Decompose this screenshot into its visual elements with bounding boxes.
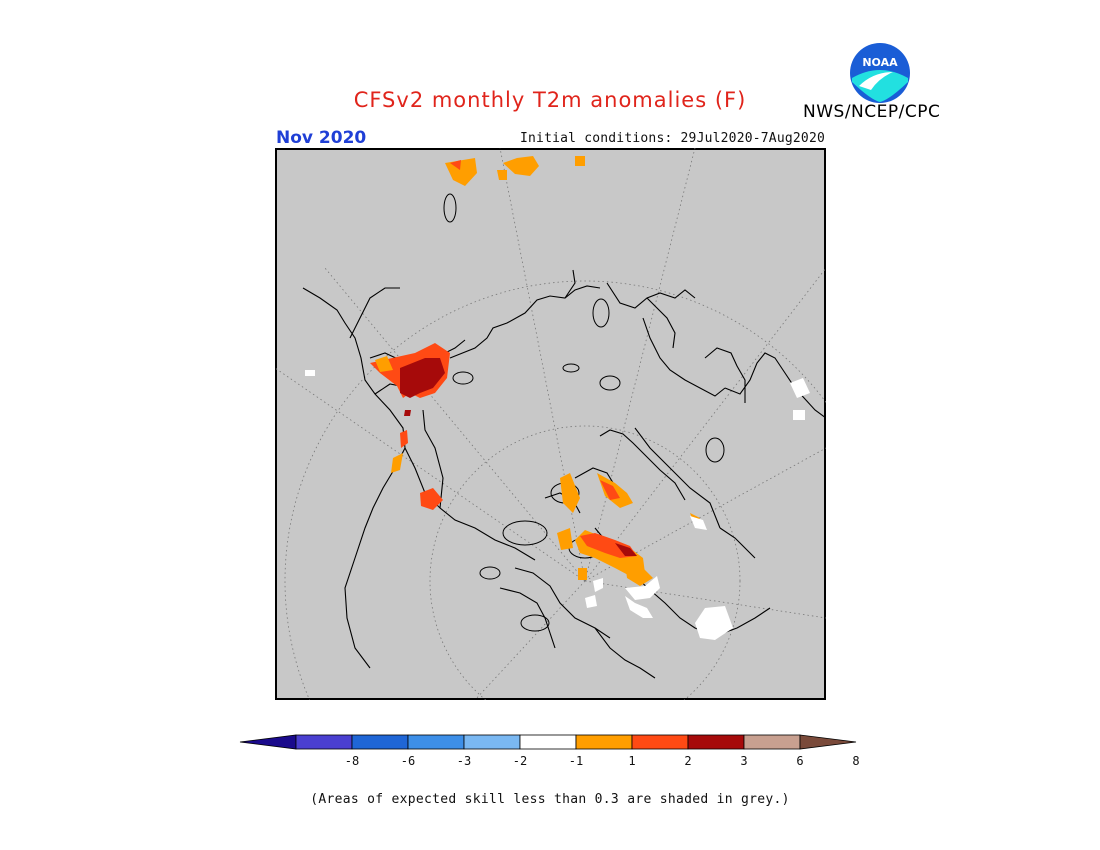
agency-label: NWS/NCEP/CPC — [803, 102, 941, 122]
legend-tick-label: 8 — [852, 754, 859, 768]
forecast-month: Nov 2020 — [276, 128, 367, 148]
legend-swatch — [407, 734, 465, 750]
skill-footnote: (Areas of expected skill less than 0.3 a… — [310, 792, 790, 807]
legend-swatch — [519, 734, 577, 750]
legend-swatch — [799, 734, 857, 750]
logo-text: NOAA — [862, 56, 898, 69]
legend-swatch — [351, 734, 409, 750]
legend-swatch — [631, 734, 689, 750]
anomaly-shading — [370, 156, 700, 586]
legend-tick-label: 1 — [628, 754, 635, 768]
legend-tick-label: -8 — [345, 754, 359, 768]
legend-swatch — [239, 734, 297, 750]
noaa-logo-icon: NOAA — [850, 43, 910, 103]
legend-swatch — [463, 734, 521, 750]
legend-swatch — [687, 734, 745, 750]
islands — [443, 193, 725, 632]
legend-tick-label: 6 — [796, 754, 803, 768]
initial-conditions: Initial conditions: 29Jul2020-7Aug2020 — [519, 131, 825, 146]
polar-map — [275, 148, 826, 700]
map-ocean — [275, 148, 826, 700]
legend-tick-label: -1 — [569, 754, 583, 768]
color-legend: -8 -6 -3 -2 -1 1 2 3 6 8 — [239, 734, 860, 768]
legend-swatch — [295, 734, 353, 750]
legend-swatch — [575, 734, 633, 750]
white-low-anomaly — [305, 370, 810, 640]
legend-tick-label: 3 — [740, 754, 747, 768]
legend-tick-label: -3 — [457, 754, 471, 768]
chart-title: CFSv2 monthly T2m anomalies (F) — [353, 88, 747, 112]
legend-swatch — [743, 734, 801, 750]
legend-tick-label: -2 — [513, 754, 527, 768]
legend-tick-label: 2 — [684, 754, 691, 768]
legend-tick-label: -6 — [401, 754, 415, 768]
